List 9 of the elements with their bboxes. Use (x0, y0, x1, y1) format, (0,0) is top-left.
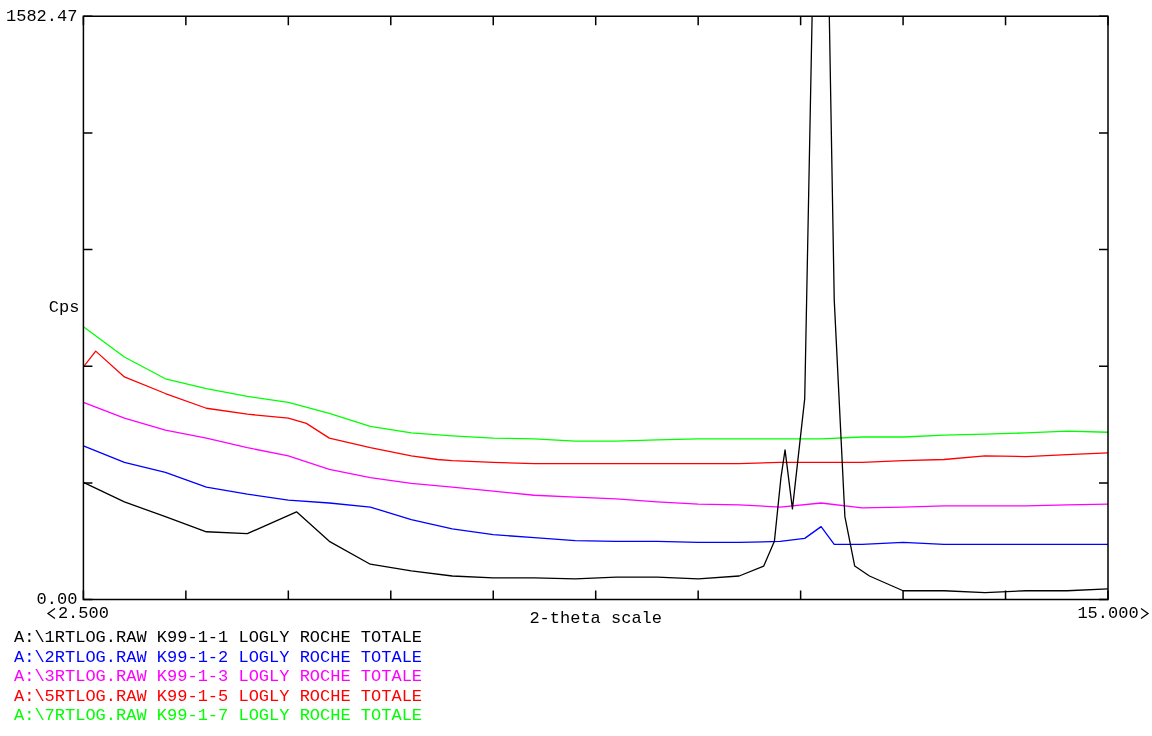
x-tick-label: 15.000 (1077, 604, 1139, 624)
y-tick-label: 1582.47 (5, 6, 78, 26)
legend-label: A:\1RTLOG.RAW K99-1-1 LOGLY ROCHE TOTALE (14, 628, 423, 648)
text: A:\3RTLOG.RAW K99-1-3 LOGLY ROCHE TOTALE (14, 667, 423, 687)
text: A:\7RTLOG.RAW K99-1-7 LOGLY ROCHE TOTALE (14, 706, 423, 726)
text: A:\2RTLOG.RAW K99-1-2 LOGLY ROCHE TOTALE (14, 647, 423, 667)
y-axis-title: Cps (48, 298, 80, 318)
x-axis-title: 2-theta scale (529, 608, 663, 628)
text: A:\5RTLOG.RAW K99-1-5 LOGLY ROCHE TOTALE (14, 686, 423, 706)
